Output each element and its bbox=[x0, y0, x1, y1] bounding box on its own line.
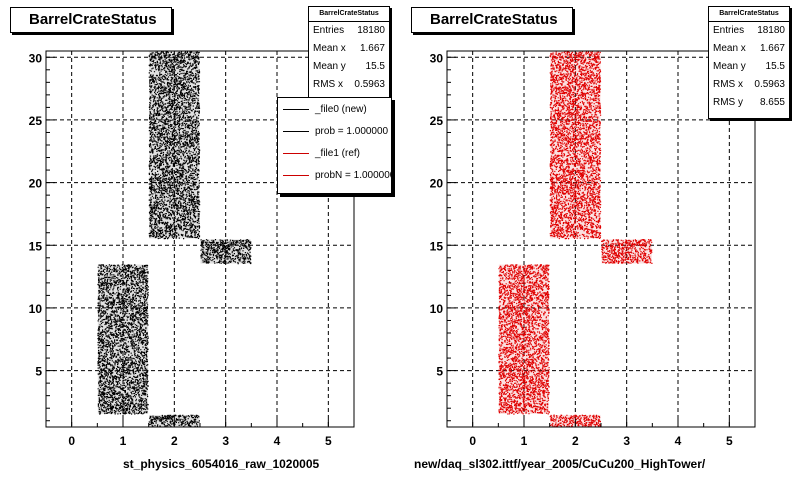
right-x-tick-label: 4 bbox=[675, 434, 682, 448]
right-stats-row: RMS x 0.5963 bbox=[713, 79, 785, 90]
right-y-tick-label: 15 bbox=[430, 239, 444, 253]
left-series bbox=[97, 51, 252, 428]
left-x-tick-label: 0 bbox=[68, 434, 75, 448]
left-x-tick-label: 3 bbox=[222, 434, 229, 448]
legend-line-swatch bbox=[283, 152, 309, 154]
right-stats-header: BarrelCrateStatus bbox=[709, 7, 789, 22]
legend-line-swatch bbox=[283, 174, 309, 176]
right-scatter-points bbox=[601, 239, 653, 264]
right-y-tick-label: 25 bbox=[430, 114, 444, 128]
right-x-tick-label: 2 bbox=[572, 434, 579, 448]
right-data-region bbox=[549, 51, 602, 240]
left-y-tick-label: 5 bbox=[35, 365, 42, 379]
right-x-tick-label: 1 bbox=[521, 434, 528, 448]
right-series bbox=[498, 51, 653, 428]
legend-line-swatch bbox=[283, 130, 309, 132]
left-y-tick-label: 25 bbox=[29, 114, 43, 128]
left-y-tick-label: 30 bbox=[29, 51, 43, 65]
legend-entry: prob = 1.000000 bbox=[278, 120, 391, 142]
right-plot-background bbox=[447, 51, 755, 427]
left-title: BarrelCrateStatus bbox=[29, 11, 157, 28]
legend-entry: _file1 (ref) bbox=[278, 142, 391, 164]
right-x-tick-label: 3 bbox=[623, 434, 630, 448]
legend-entry: probN = 1.000000 bbox=[278, 164, 391, 186]
right-data-region bbox=[601, 239, 653, 264]
left-x-tick-label: 5 bbox=[325, 434, 332, 448]
right-scatter-points bbox=[498, 264, 550, 415]
left-stats-row: Entries 18180 bbox=[313, 25, 385, 36]
left-y-tick-label: 10 bbox=[29, 302, 43, 316]
right-y-tick-label: 20 bbox=[430, 177, 444, 191]
left-x-axis-title: st_physics_6054016_raw_1020005 bbox=[123, 457, 320, 471]
right-title: BarrelCrateStatus bbox=[430, 11, 558, 28]
left-data-region bbox=[97, 264, 149, 415]
left-x-tick-label: 4 bbox=[274, 434, 281, 448]
left-stats-row: Mean y 15.5 bbox=[313, 61, 385, 72]
left-x-tick-label: 1 bbox=[120, 434, 127, 448]
legend-entry: _file0 (new) bbox=[278, 98, 391, 120]
right-stats-row: Entries 18180 bbox=[713, 25, 785, 36]
legend-line-swatch bbox=[283, 108, 309, 110]
right-title-box: BarrelCrateStatus bbox=[411, 7, 573, 33]
right-y-tick-label: 10 bbox=[430, 302, 444, 316]
left-y-tick-label: 15 bbox=[29, 239, 43, 253]
right-x-tick-label: 0 bbox=[469, 434, 476, 448]
left-scatter-points bbox=[97, 264, 149, 415]
left-stats-row: RMS x 0.5963 bbox=[313, 79, 385, 90]
right-y-tick-label: 5 bbox=[436, 365, 443, 379]
right-y-tick-label: 30 bbox=[430, 51, 444, 65]
right-scatter-points bbox=[549, 51, 602, 240]
right-x-tick-label: 5 bbox=[726, 434, 733, 448]
left-scatter-points bbox=[200, 239, 252, 265]
right-stats-row: RMS y 8.655 bbox=[713, 97, 785, 108]
right-data-region bbox=[498, 264, 550, 415]
left-y-tick-label: 20 bbox=[29, 177, 43, 191]
left-stats-box: BarrelCrateStatus Entries 18180 Mean x 1.6… bbox=[308, 6, 390, 100]
right-stats-row: Mean x 1.667 bbox=[713, 43, 785, 54]
left-data-region bbox=[148, 51, 201, 240]
left-data-region bbox=[200, 239, 252, 265]
left-stats-row: Mean x 1.667 bbox=[313, 43, 385, 54]
right-stats-row: Mean y 15.5 bbox=[713, 61, 785, 72]
right-plot-area: 0 1 2 3 4 5 5 10 15 20 25 30 bbox=[430, 50, 756, 448]
right-stats-box: BarrelCrateStatus Entries 18180 Mean x 1.6… bbox=[708, 6, 790, 119]
left-x-tick-label: 2 bbox=[171, 434, 178, 448]
left-title-box: BarrelCrateStatus bbox=[10, 7, 172, 33]
legend-box: _file0 (new) prob = 1.000000 _file1 (ref… bbox=[277, 97, 392, 194]
left-scatter-points bbox=[148, 414, 200, 428]
left-stats-header: BarrelCrateStatus bbox=[309, 7, 389, 22]
right-x-axis-title: new/daq_sl302.ittf/year_2005/CuCu200_Hig… bbox=[414, 457, 706, 471]
left-scatter-points bbox=[148, 51, 201, 240]
